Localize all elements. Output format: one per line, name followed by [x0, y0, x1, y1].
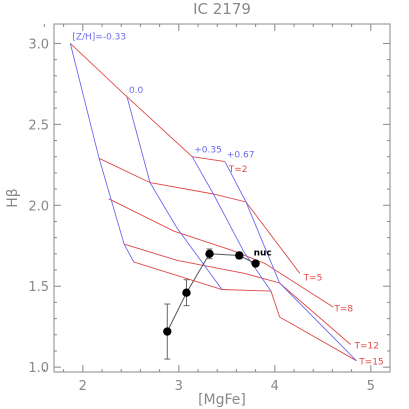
age-label: T=2 — [228, 165, 248, 175]
age-label: T=8 — [333, 304, 353, 314]
observation-point — [251, 259, 260, 268]
observations: nuc — [163, 248, 272, 360]
metallicity-label: 0.0 — [129, 86, 144, 96]
observation-track — [166, 253, 256, 332]
metallicity-line — [126, 96, 223, 290]
model-grid-labels: [Z/H]=-0.33 0.0 +0.35 +0.67 T=2 T=5 T=8 T=12 T=1… — [72, 32, 383, 367]
x-tick-label: 5 — [367, 379, 375, 394]
y-axis-title: Hβ — [5, 188, 21, 207]
x-tick-label: 3 — [175, 379, 183, 394]
y-tick-label: 3.0 — [28, 37, 49, 52]
x-axis-title: [MgFe] — [198, 392, 246, 408]
y-tick-label: 1.5 — [28, 280, 49, 295]
x-tick-label: 2 — [79, 379, 87, 394]
age-line — [123, 243, 351, 345]
age-label: T=12 — [353, 341, 379, 351]
y-tick-label: 1.0 — [28, 361, 49, 376]
metallicity-line — [224, 161, 357, 362]
observation-point — [182, 288, 191, 297]
observation-point — [235, 251, 244, 260]
observation-label: nuc — [254, 249, 272, 259]
chart-title: IC 2179 — [193, 0, 251, 18]
age-label: T=5 — [303, 274, 323, 284]
age-line — [69, 43, 225, 163]
observation-point — [205, 249, 214, 259]
plot-frame — [53, 23, 391, 373]
y-tick-label: 2.0 — [28, 199, 49, 214]
metallicity-line — [191, 156, 272, 292]
metallicity-label: +0.67 — [227, 151, 255, 161]
metallicity-label: [Z/H]=-0.33 — [72, 32, 126, 42]
model-grid — [69, 43, 357, 362]
metallicity-label: +0.35 — [194, 146, 222, 156]
y-tick-label: 2.5 — [28, 118, 49, 133]
axis-ticks: 2 3 4 5 1.0 1.5 2.0 2.5 3.0 — [28, 24, 390, 394]
x-tick-label: 4 — [271, 379, 279, 394]
age-line — [108, 198, 334, 308]
observation-point — [163, 327, 172, 336]
age-label: T=15 — [358, 358, 384, 368]
metallicity-line — [69, 43, 135, 263]
